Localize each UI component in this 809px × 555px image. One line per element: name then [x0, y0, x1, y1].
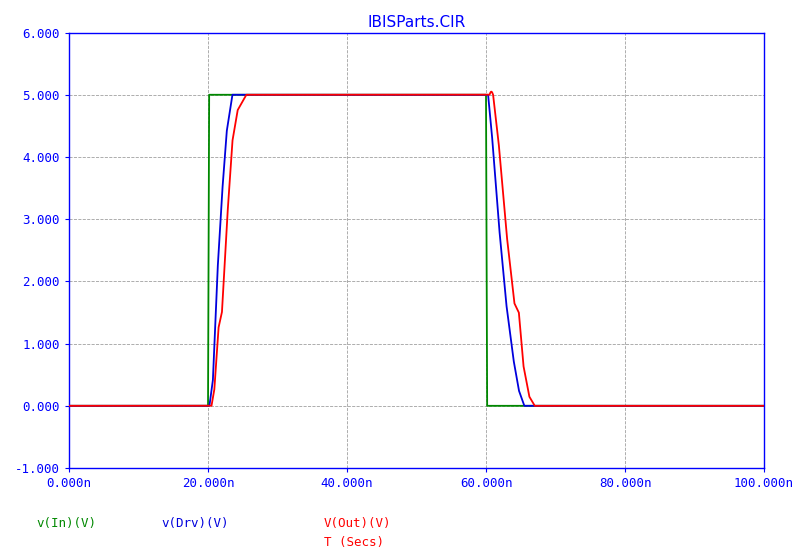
Text: T (Secs): T (Secs) — [324, 536, 383, 549]
Text: V(Out)(V): V(Out)(V) — [324, 517, 391, 530]
Text: v(In)(V): v(In)(V) — [36, 517, 96, 530]
Title: IBISParts.CIR: IBISParts.CIR — [367, 15, 466, 30]
Text: v(Drv)(V): v(Drv)(V) — [162, 517, 229, 530]
